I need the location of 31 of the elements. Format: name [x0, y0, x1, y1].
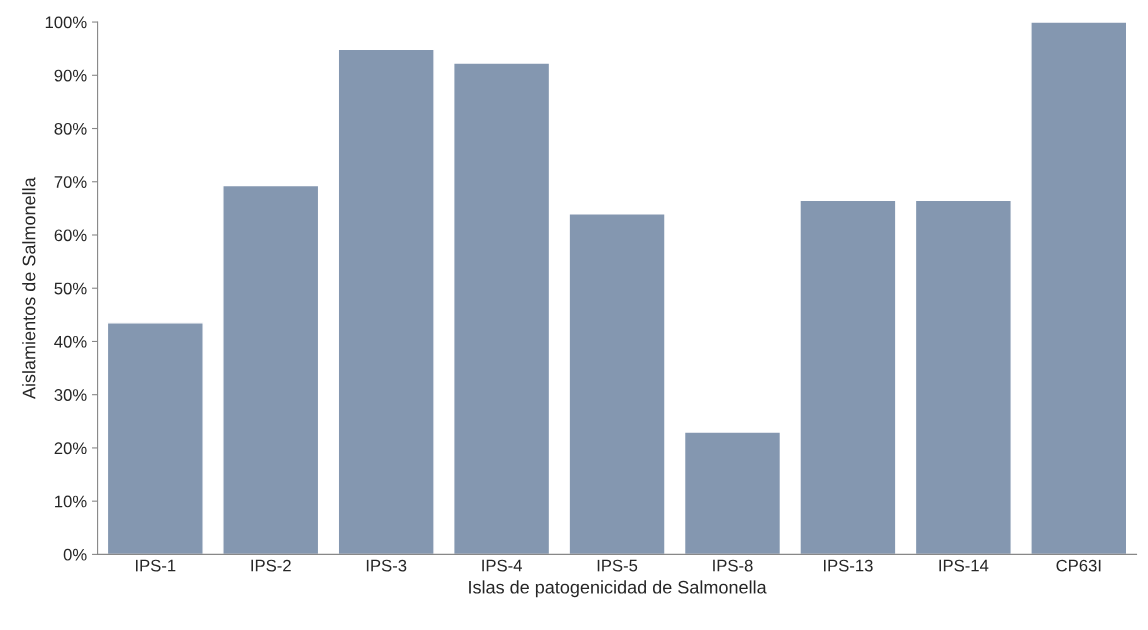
bar — [1030, 22, 1128, 555]
y-tick-label: 30% — [54, 389, 87, 401]
y-tick-label: 60% — [54, 229, 87, 242]
bar — [914, 199, 1012, 555]
y-tick-label: 50% — [54, 282, 87, 295]
bar — [453, 62, 551, 555]
y-tick-label: 10% — [55, 495, 87, 508]
y-axis-title: Aislamientos de Salmonella — [22, 177, 36, 400]
x-axis-title: Islas de patogenicidad de Salmonella — [469, 580, 767, 598]
bar — [106, 322, 204, 555]
y-tick-label: 40% — [54, 335, 87, 348]
x-tick-label: CP63I — [1056, 559, 1101, 572]
x-tick-label: IPS-3 — [366, 559, 407, 572]
x-tick-label: IPS-1 — [136, 559, 176, 572]
x-tick-label: IPS-13 — [823, 559, 873, 572]
x-tick-label: IPS-8 — [713, 559, 753, 572]
x-tick-label: IPS-5 — [597, 559, 638, 572]
y-tick-label: 80% — [54, 122, 87, 135]
y-tick-label: 100% — [45, 16, 87, 29]
y-tick-label: 70% — [54, 176, 87, 188]
x-tick-label: IPS-14 — [939, 559, 989, 572]
x-tick-label: IPS-4 — [482, 559, 522, 572]
bar — [337, 48, 435, 555]
y-tick-label: 90% — [54, 69, 87, 82]
bar — [222, 184, 320, 555]
bar — [799, 199, 897, 555]
y-tick-label: 0% — [63, 548, 87, 561]
x-tick-label: IPS-2 — [251, 559, 291, 572]
y-tick-label: 20% — [54, 442, 87, 455]
bar — [568, 213, 666, 555]
bar — [683, 431, 782, 555]
